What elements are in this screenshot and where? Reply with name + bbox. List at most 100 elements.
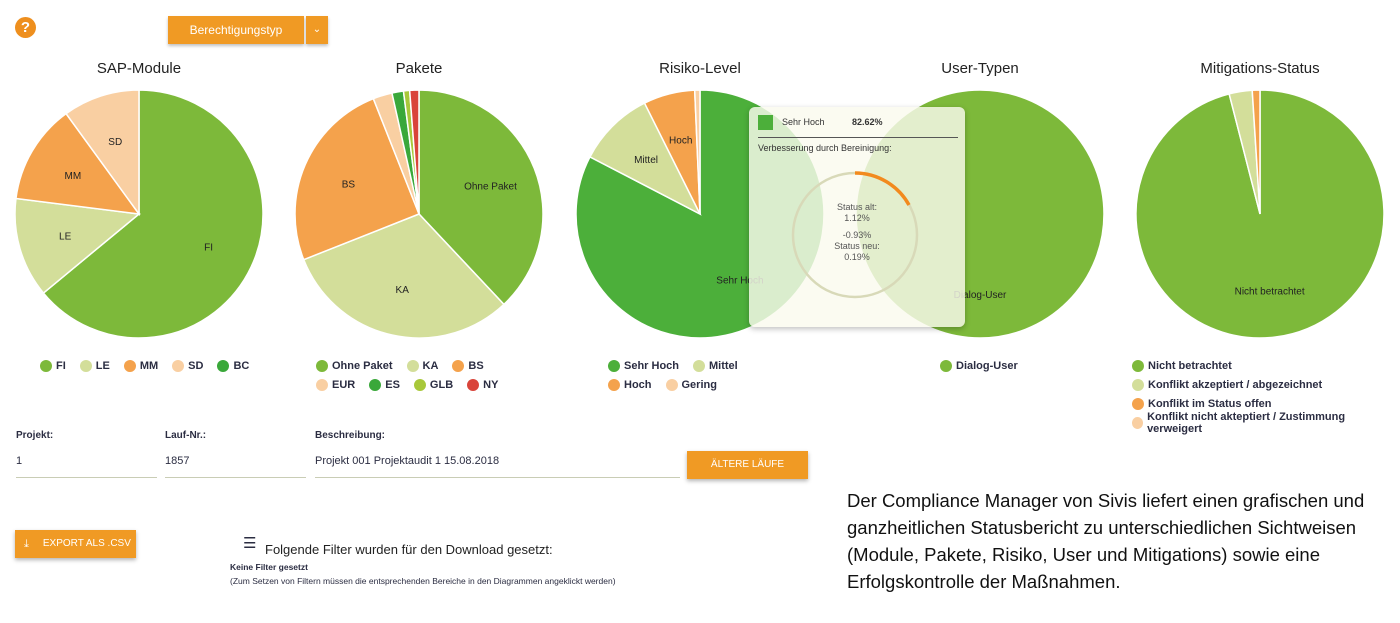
legend-dot <box>172 359 185 372</box>
status-new-value: 0.19% <box>844 252 870 262</box>
projekt-label: Projekt: <box>16 430 54 441</box>
filter-heading: Folgende Filter wurden für den Download … <box>265 542 553 557</box>
slice-label: Nicht betrachtet <box>1235 286 1305 297</box>
legend-label: BC <box>233 359 250 372</box>
legend-label: BS <box>468 359 484 372</box>
export-csv-label: EXPORT ALS .CSV <box>42 538 131 549</box>
legend-dot <box>1132 378 1144 391</box>
legend-item[interactable]: Sehr Hoch <box>608 356 679 375</box>
pie-slice-bs[interactable] <box>294 97 420 261</box>
filter-hint: (Zum Setzen von Filtern müssen die entsp… <box>230 576 616 586</box>
older-runs-button[interactable]: ÄLTERE LÄUFE <box>687 451 808 479</box>
legend-label: Konflikt akzeptiert / abgezeichnet <box>1148 378 1323 391</box>
legend-mitigations: Nicht betrachtet Konflikt akzeptiert / ab… <box>1132 356 1397 435</box>
legend-label: MM <box>139 359 159 372</box>
pie-slice-mittel[interactable] <box>588 102 702 216</box>
dropdown-label[interactable]: Berechtigungstyp <box>168 16 304 44</box>
pie-slice-konflikt-im-status-offen[interactable] <box>1251 89 1261 215</box>
chevron-down-icon[interactable]: ⌄ <box>306 16 328 44</box>
legend-label: LE <box>95 359 110 372</box>
legend-item[interactable]: Konflikt akzeptiert / abgezeichnet <box>1132 375 1383 394</box>
legend-dot <box>693 359 706 372</box>
pie-slice-ohne-paket[interactable] <box>418 89 544 306</box>
legend-item[interactable]: Konflikt nicht akteptiert / Zustimmung v… <box>1132 411 1383 435</box>
legend-sap-module: FI LE MM SD BC <box>40 356 280 375</box>
filter-icon: ☰ <box>243 535 257 552</box>
progress-arc <box>854 171 911 206</box>
legend-dot <box>316 359 328 372</box>
berechtigungstyp-dropdown[interactable]: Berechtigungstyp ⌄ <box>168 16 328 44</box>
legend-dot <box>217 359 230 372</box>
legend-item[interactable]: EUR <box>316 375 355 394</box>
legend-item[interactable]: Gering <box>665 375 717 394</box>
pie-slice-le[interactable] <box>14 197 141 295</box>
legend-label: Dialog-User <box>956 359 1018 372</box>
legend-item[interactable]: BC <box>217 356 249 375</box>
help-icon[interactable]: ? <box>15 17 36 38</box>
legend-item[interactable]: SD <box>172 356 203 375</box>
legend-item[interactable]: ES <box>369 375 400 394</box>
legend-item[interactable]: Dialog-User <box>940 356 1018 375</box>
slice-label: Ohne Paket <box>464 182 517 193</box>
legend-item[interactable]: Nicht betrachtet <box>1132 356 1383 375</box>
pie-charts[interactable]: FI LE MM SD Ohne Paket KA BS Sehr Hoch Mittel Hoc… <box>0 0 1400 350</box>
export-csv-button[interactable]: ⤓ EXPORT ALS .CSV <box>15 530 136 558</box>
status-delta: -0.93% <box>842 230 872 240</box>
legend-label: EUR <box>332 378 356 391</box>
beschreibung-field[interactable]: Projekt 001 Projektaudit 1 15.08.2018 <box>315 455 500 467</box>
slice-label: Dialog-User <box>954 290 1007 301</box>
legend-item[interactable]: NY <box>467 375 498 394</box>
pie-slice-ka[interactable] <box>302 213 505 339</box>
lauf-nr-field[interactable]: 1857 <box>165 455 190 467</box>
legend-label: SD <box>188 359 204 372</box>
legend-item[interactable]: KA <box>406 356 438 375</box>
legend-dot <box>940 359 952 372</box>
pie-slice-mm[interactable] <box>15 112 141 215</box>
chart-title-risiko: Risiko-Level <box>659 60 741 77</box>
pie-slice-ny[interactable] <box>408 89 420 215</box>
legend-label: Sehr Hoch <box>624 359 680 372</box>
filter-status: Keine Filter gesetzt <box>230 562 308 572</box>
legend-item[interactable]: LE <box>79 356 110 375</box>
legend-dot <box>1132 359 1144 372</box>
slice-label: KA <box>396 285 410 296</box>
legend-item[interactable]: Ohne Paket <box>316 356 393 375</box>
legend-item[interactable]: Hoch <box>608 375 652 394</box>
slice-label: Sehr Hoch <box>716 276 763 287</box>
projekt-field[interactable]: 1 <box>16 455 23 467</box>
legend-item[interactable]: Mittel <box>693 356 738 375</box>
legend-dot <box>369 378 382 391</box>
legend-dot <box>79 359 92 372</box>
slice-label: BS <box>342 179 356 190</box>
legend-item[interactable]: MM <box>123 356 159 375</box>
chart-title-user-typen: User-Typen <box>941 60 1019 77</box>
legend-label: ES <box>385 378 400 391</box>
legend-dot <box>406 359 419 372</box>
progress-ring <box>791 171 919 299</box>
legend-item[interactable]: Konflikt im Status offen <box>1132 394 1383 413</box>
slice-label: MM <box>64 171 81 182</box>
legend-item[interactable]: GLB <box>413 375 453 394</box>
legend-label: Mittel <box>709 359 738 372</box>
pie-slice-gering[interactable] <box>693 89 701 215</box>
tooltip-label: Sehr Hoch <box>782 117 825 127</box>
legend-item[interactable]: BS <box>452 356 484 375</box>
legend-dot <box>1132 397 1144 410</box>
legend-label: Nicht betrachtet <box>1148 359 1232 372</box>
tooltip-heading: Verbesserung durch Bereinigung: <box>758 143 892 153</box>
status-old-value: 1.12% <box>844 213 870 223</box>
legend-label: Konflikt im Status offen <box>1148 397 1272 410</box>
tooltip-value: 82.62% <box>852 117 883 127</box>
caption-text: Der Compliance Manager von Sivis liefert… <box>847 490 1365 592</box>
status-old-label: Status alt: <box>836 202 878 212</box>
slice-label: Hoch <box>669 136 692 147</box>
chart-title-sap-module: SAP-Module <box>96 60 182 77</box>
pie-slice-sd[interactable] <box>65 89 140 217</box>
tooltip-swatch <box>758 115 773 130</box>
slice-label: LE <box>59 231 72 242</box>
legend-item[interactable]: FI <box>40 356 66 375</box>
pie-slice-fi[interactable] <box>42 89 264 339</box>
legend-pakete: Ohne Paket KA BS EUR ES GLB NY <box>316 356 531 394</box>
chart-title-pakete: Pakete <box>395 60 443 77</box>
slice-label: FI <box>204 243 213 254</box>
